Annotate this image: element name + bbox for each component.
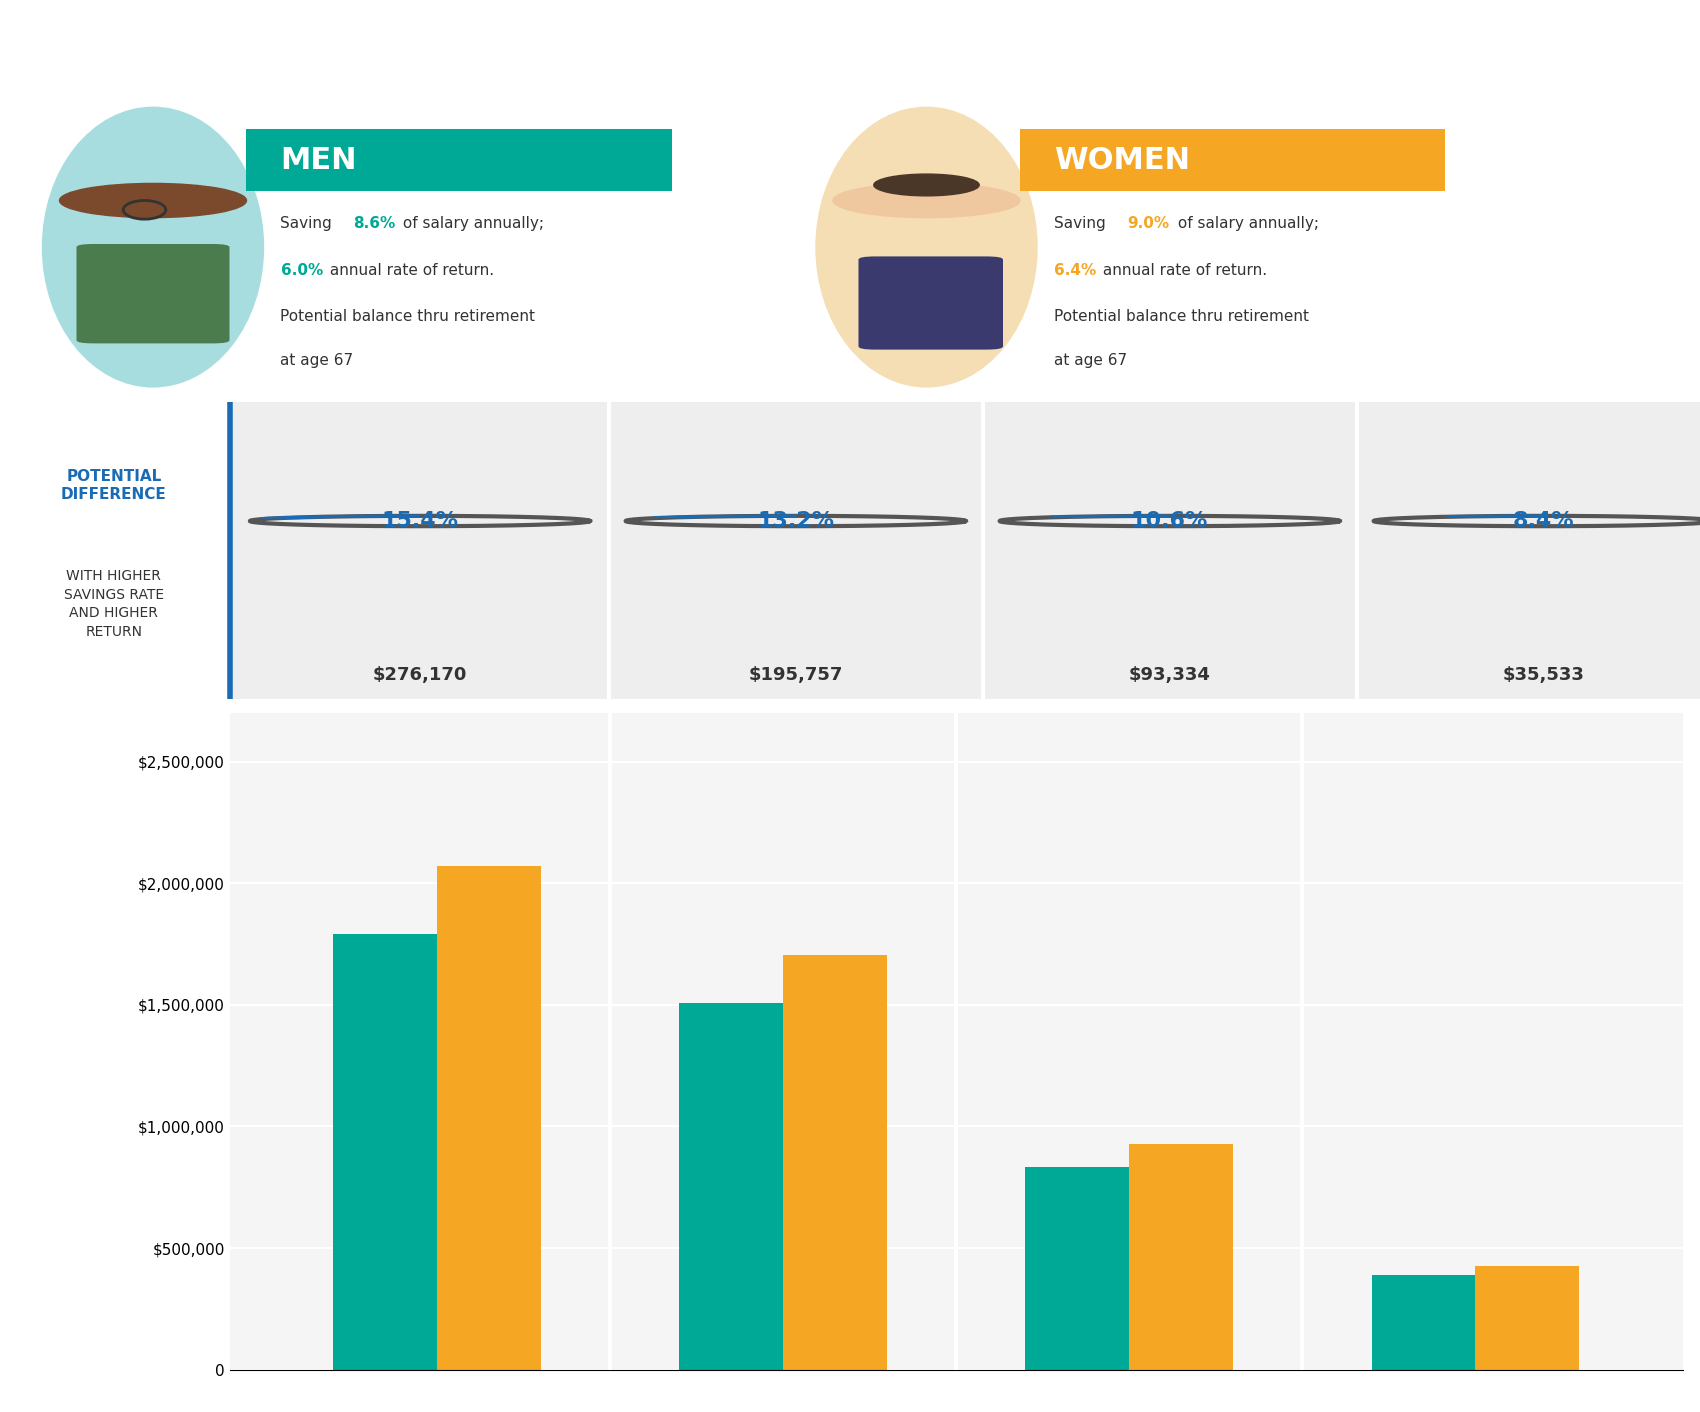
Circle shape <box>60 184 246 217</box>
Text: Saving: Saving <box>1054 216 1110 232</box>
Circle shape <box>833 184 1020 217</box>
FancyBboxPatch shape <box>858 257 1003 350</box>
Text: WOMEN: WOMEN <box>1054 145 1190 175</box>
Text: 8.4%: 8.4% <box>1513 511 1574 531</box>
Text: 8.6%: 8.6% <box>354 216 396 232</box>
Ellipse shape <box>42 107 264 387</box>
Ellipse shape <box>874 174 979 196</box>
Text: Potential balance thru retirement: Potential balance thru retirement <box>280 309 536 325</box>
Text: Saving: Saving <box>280 216 337 232</box>
Text: Potential balance thru retirement: Potential balance thru retirement <box>1054 309 1309 325</box>
Bar <box>333 933 437 1370</box>
Bar <box>437 867 541 1370</box>
Bar <box>1129 1144 1232 1370</box>
Text: $195,757: $195,757 <box>748 666 843 685</box>
FancyBboxPatch shape <box>76 244 230 343</box>
Text: MEN: MEN <box>280 145 357 175</box>
Text: $35,533: $35,533 <box>1503 666 1584 685</box>
Text: of salary annually;: of salary annually; <box>1173 216 1319 232</box>
Polygon shape <box>1051 515 1170 517</box>
Text: 10.6%: 10.6% <box>1130 511 1209 531</box>
Text: POTENTIAL
DIFFERENCE: POTENTIAL DIFFERENCE <box>61 469 167 503</box>
Polygon shape <box>654 515 796 518</box>
Text: 6.4%: 6.4% <box>1054 263 1096 278</box>
Bar <box>680 1003 784 1370</box>
Text: annual rate of return.: annual rate of return. <box>325 263 493 278</box>
Ellipse shape <box>816 107 1037 387</box>
Text: WITH HIGHER
SAVINGS RATE
AND HIGHER
RETURN: WITH HIGHER SAVINGS RATE AND HIGHER RETU… <box>65 569 163 638</box>
Text: 6.0%: 6.0% <box>280 263 323 278</box>
FancyBboxPatch shape <box>1020 128 1445 191</box>
Text: annual rate of return.: annual rate of return. <box>1098 263 1266 278</box>
Bar <box>784 955 887 1370</box>
Text: at age 67: at age 67 <box>280 353 354 367</box>
FancyBboxPatch shape <box>230 402 1700 699</box>
Text: of salary annually;: of salary annually; <box>398 216 544 232</box>
Text: at age 67: at age 67 <box>1054 353 1127 367</box>
Text: $276,170: $276,170 <box>372 666 468 685</box>
Text: 15.4%: 15.4% <box>381 511 459 531</box>
Bar <box>1476 1267 1579 1370</box>
Polygon shape <box>1447 515 1544 517</box>
Bar <box>1372 1275 1476 1370</box>
Polygon shape <box>262 515 420 518</box>
Text: IMPACT OF HIGHER SAVINGS RATES AND RATES OF RETURN: IMPACT OF HIGHER SAVINGS RATES AND RATES… <box>245 28 1455 64</box>
Text: 13.2%: 13.2% <box>756 511 835 531</box>
Bar <box>1025 1168 1129 1370</box>
Text: 9.0%: 9.0% <box>1127 216 1170 232</box>
Text: $93,334: $93,334 <box>1129 666 1210 685</box>
FancyBboxPatch shape <box>246 128 672 191</box>
